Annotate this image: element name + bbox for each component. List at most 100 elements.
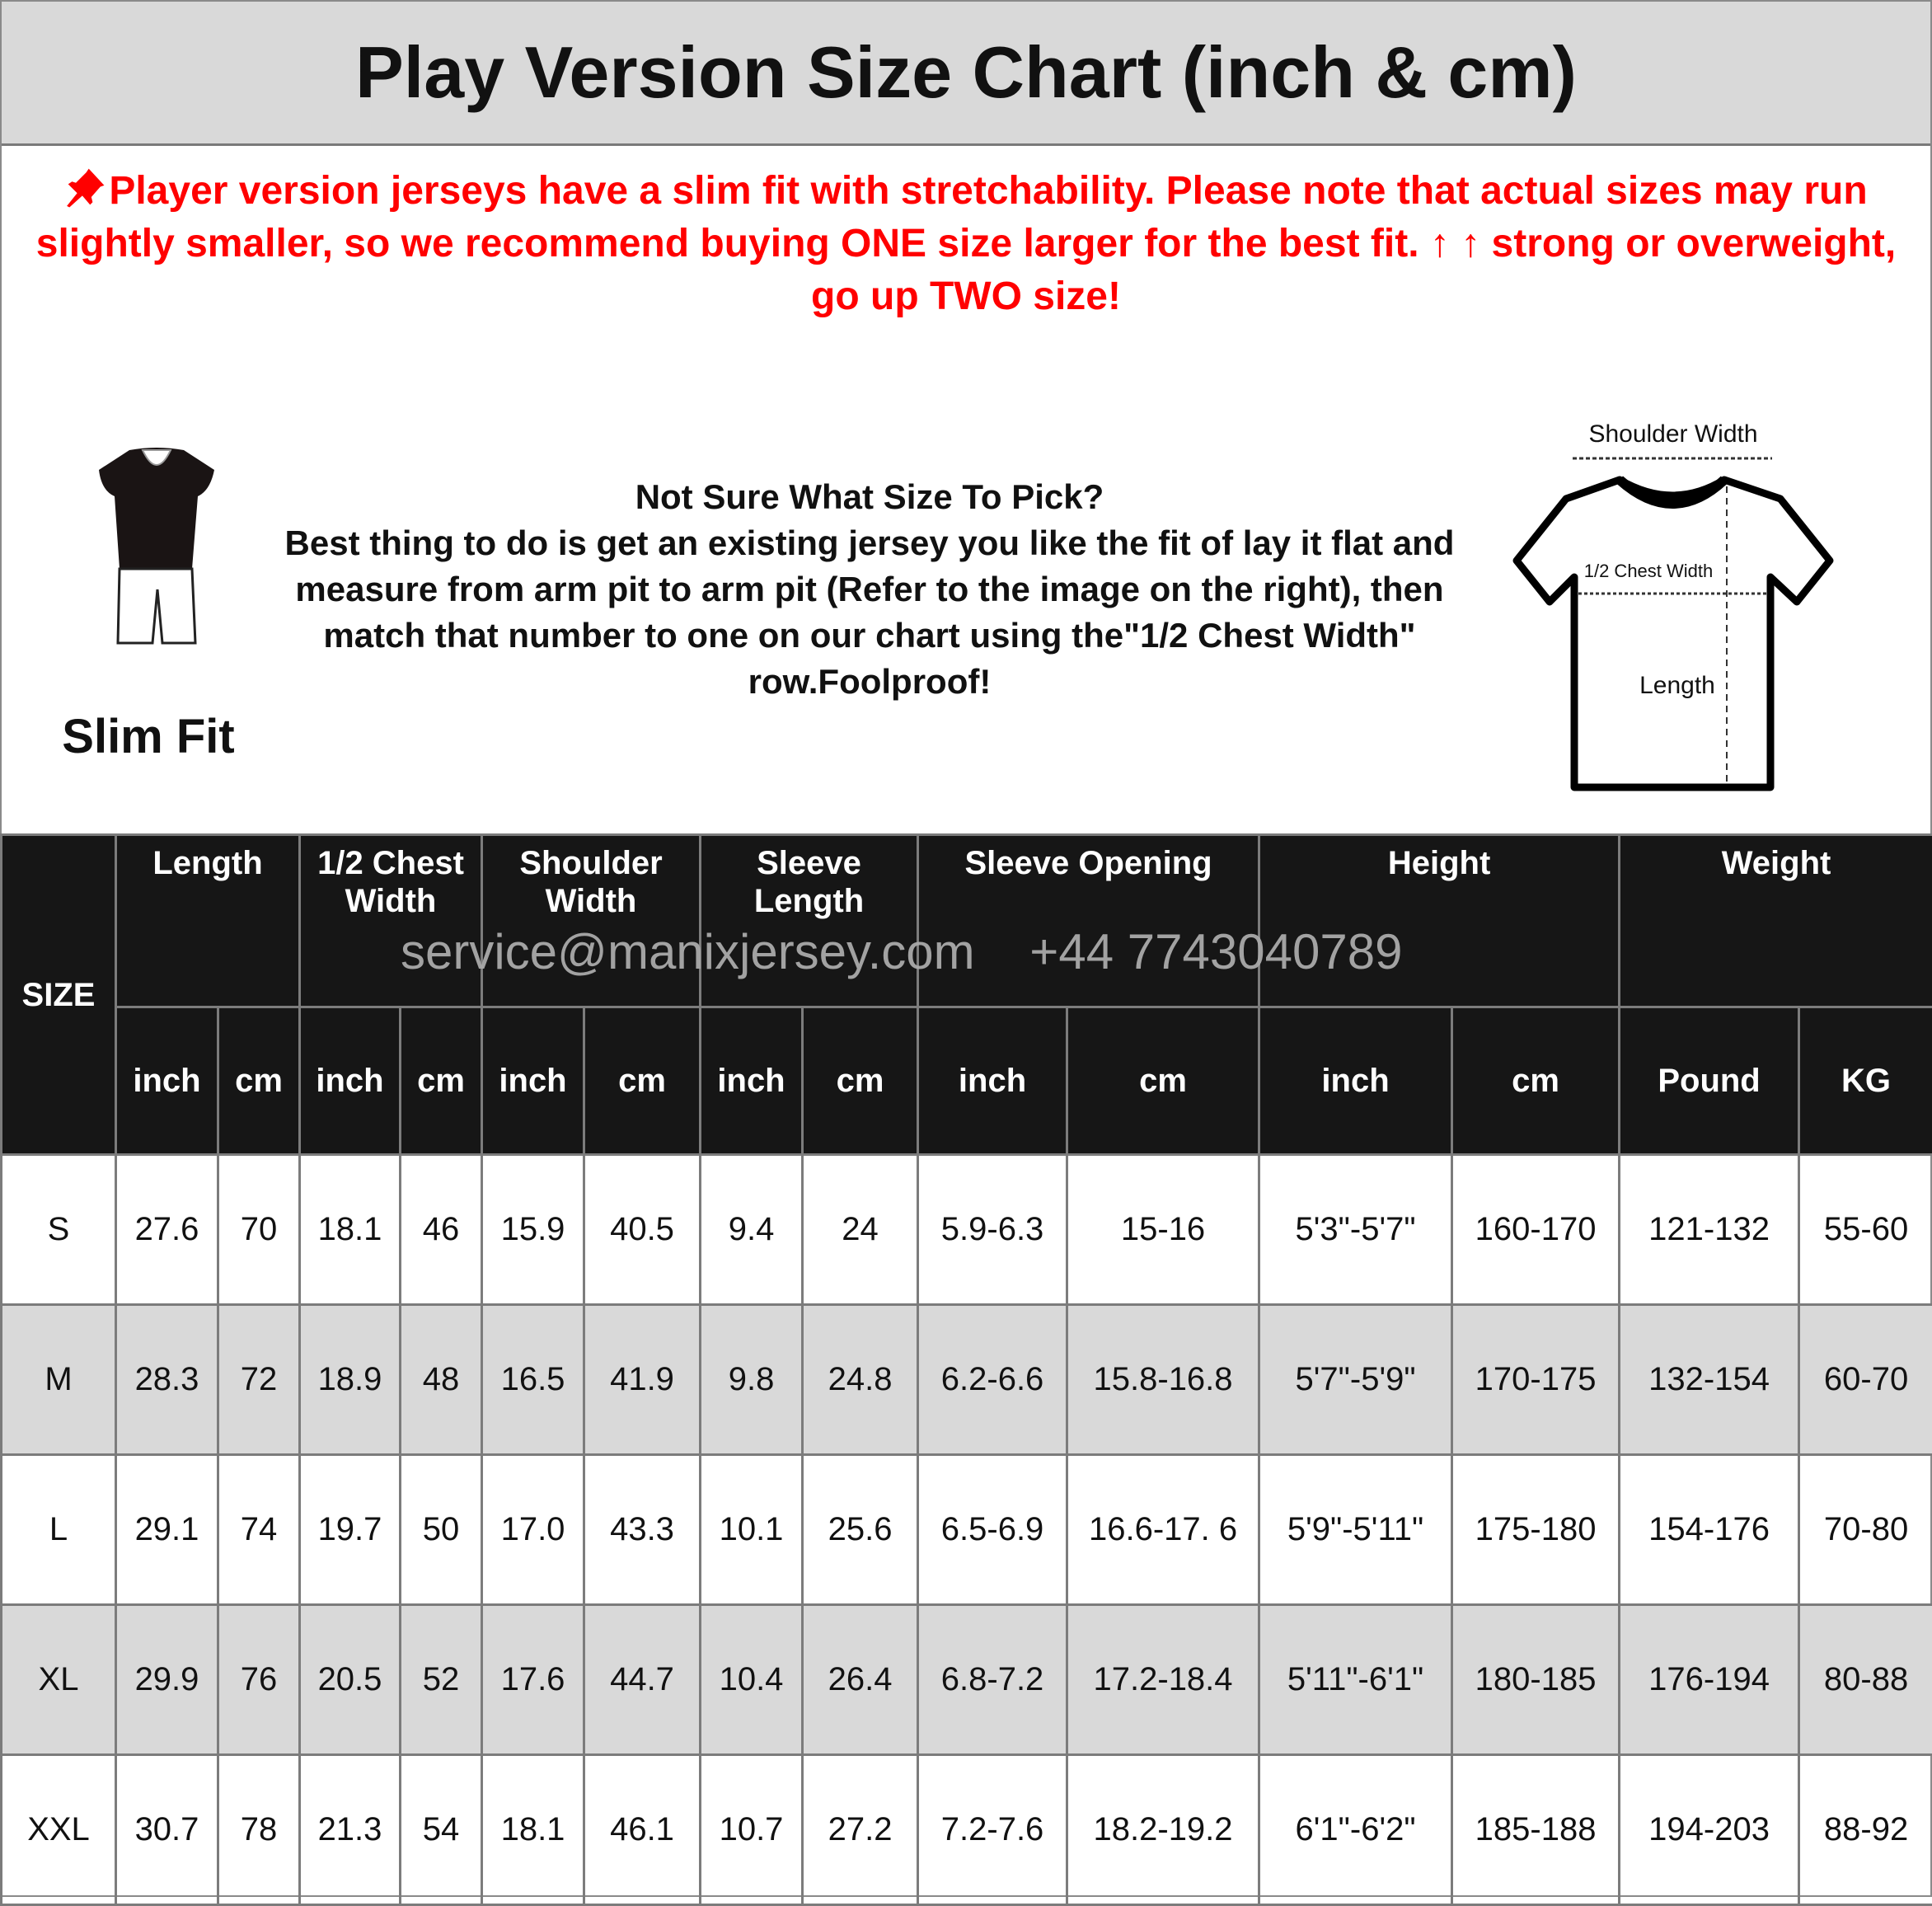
table-cell: 176-194	[1620, 1605, 1799, 1755]
table-cell: 180-185	[1452, 1605, 1620, 1755]
table-cell: 16.5	[482, 1305, 584, 1455]
group-header: Shoulder Width	[482, 835, 701, 1007]
table-cell: 76	[218, 1605, 300, 1755]
table-cell: 5'11"-6'1"	[1259, 1605, 1452, 1755]
table-cell: 18.9	[300, 1305, 401, 1455]
table-cell: 17.6	[482, 1605, 584, 1755]
table-cell: 40.5	[584, 1155, 701, 1305]
table-cell: 21.3	[300, 1755, 401, 1905]
table-cell: 29.9	[116, 1605, 218, 1755]
table-cell: 5'9"-5'11"	[1259, 1455, 1452, 1605]
table-cell: 41.9	[584, 1305, 701, 1455]
table-cell: 6.2-6.6	[918, 1305, 1067, 1455]
table-cell: 5.9-6.3	[918, 1155, 1067, 1305]
table-cell: 5'3"-5'7"	[1259, 1155, 1452, 1305]
fit-notice: Player version jerseys have a slim fit w…	[16, 165, 1916, 323]
size-cell: L	[2, 1455, 116, 1605]
size-cell: XL	[2, 1605, 116, 1755]
table-cell: 30.7	[116, 1755, 218, 1905]
group-header: 1/2 Chest Width	[300, 835, 482, 1007]
group-header: Weight	[1620, 835, 1932, 1007]
size-cell: XXL	[2, 1755, 116, 1905]
table-cell: 5'7"-5'9"	[1259, 1305, 1452, 1455]
size-help-text: Not Sure What Size To Pick? Best thing t…	[247, 474, 1492, 705]
table-cell: 55-60	[1799, 1155, 1932, 1305]
table-cell: 15-16	[1067, 1155, 1259, 1305]
table-cell: 194-203	[1620, 1755, 1799, 1905]
header-row-groups: SIZE Length 1/2 Chest Width Shoulder Wid…	[2, 835, 1932, 1007]
group-header: Sleeve Opening	[918, 835, 1259, 1007]
chest-width-label: 1/2 Chest Width	[1574, 561, 1723, 582]
table-cell: 70	[218, 1155, 300, 1305]
help-line: Best thing to do is get an existing jers…	[285, 523, 1322, 562]
unit-header: Pound	[1620, 1007, 1799, 1155]
table-cell: 46.1	[584, 1755, 701, 1905]
table-cell: 6.5-6.9	[918, 1455, 1067, 1605]
table-cell: 6'1"-6'2"	[1259, 1755, 1452, 1905]
table-cell: 17.2-18.4	[1067, 1605, 1259, 1755]
unit-header: cm	[1067, 1007, 1259, 1155]
table-cell: 6.8-7.2	[918, 1605, 1067, 1755]
group-header: Length	[116, 835, 300, 1007]
table-cell: 9.8	[701, 1305, 803, 1455]
tshirt-measurement-diagram	[1508, 453, 1838, 796]
table-cell: 72	[218, 1305, 300, 1455]
table-cell: 74	[218, 1455, 300, 1605]
table-cell: 18.1	[300, 1155, 401, 1305]
notice-line-2: slightly smaller, so we recommend buying…	[36, 222, 1897, 265]
table-cell: 18.2-19.2	[1067, 1755, 1259, 1905]
pushpin-icon	[64, 167, 106, 209]
table-cell: 160-170	[1452, 1155, 1620, 1305]
table-cell: 50	[401, 1455, 482, 1605]
fit-label: Slim Fit	[25, 709, 272, 764]
length-label: Length	[1632, 672, 1723, 700]
table-cell: 43.3	[584, 1455, 701, 1605]
table-cell: 20.5	[300, 1605, 401, 1755]
table-cell: 17.0	[482, 1455, 584, 1605]
unit-header: inch	[918, 1007, 1067, 1155]
table-cell: 121-132	[1620, 1155, 1799, 1305]
table-cell: 10.7	[701, 1755, 803, 1905]
table-cell: 18.1	[482, 1755, 584, 1905]
group-header: Height	[1259, 835, 1620, 1007]
slim-fit-shirt-icon	[95, 445, 218, 647]
table-cell: 132-154	[1620, 1305, 1799, 1455]
unit-header: cm	[401, 1007, 482, 1155]
table-cell: 154-176	[1620, 1455, 1799, 1605]
unit-header: inch	[482, 1007, 584, 1155]
size-cell: M	[2, 1305, 116, 1455]
table-cell: 19.7	[300, 1455, 401, 1605]
table-cell: 185-188	[1452, 1755, 1620, 1905]
notice-line-1: Player version jerseys have a slim fit w…	[109, 169, 1867, 213]
table-cell: 52	[401, 1605, 482, 1755]
table-cell: 28.3	[116, 1305, 218, 1455]
size-cell: S	[2, 1155, 116, 1305]
table-cell: 170-175	[1452, 1305, 1620, 1455]
unit-header: inch	[1259, 1007, 1452, 1155]
table-cell: 44.7	[584, 1605, 701, 1755]
unit-header: inch	[300, 1007, 401, 1155]
group-header: Sleeve Length	[701, 835, 918, 1007]
table-cell: 16.6-17. 6	[1067, 1455, 1259, 1605]
table-cell: 15.9	[482, 1155, 584, 1305]
unit-header: cm	[584, 1007, 701, 1155]
unit-header: inch	[701, 1007, 803, 1155]
table-cell: 24	[803, 1155, 918, 1305]
shoulder-width-label: Shoulder Width	[1566, 420, 1780, 448]
table-cell: 26.4	[803, 1605, 918, 1755]
table-cell: 25.6	[803, 1455, 918, 1605]
unit-header: KG	[1799, 1007, 1932, 1155]
table-cell: 60-70	[1799, 1305, 1932, 1455]
table-cell: 27.2	[803, 1755, 918, 1905]
unit-header: inch	[116, 1007, 218, 1155]
table-cell: 175-180	[1452, 1455, 1620, 1605]
table-cell: 70-80	[1799, 1455, 1932, 1605]
table-cell: 27.6	[116, 1155, 218, 1305]
page-title: Play Version Size Chart (inch & cm)	[355, 31, 1577, 115]
